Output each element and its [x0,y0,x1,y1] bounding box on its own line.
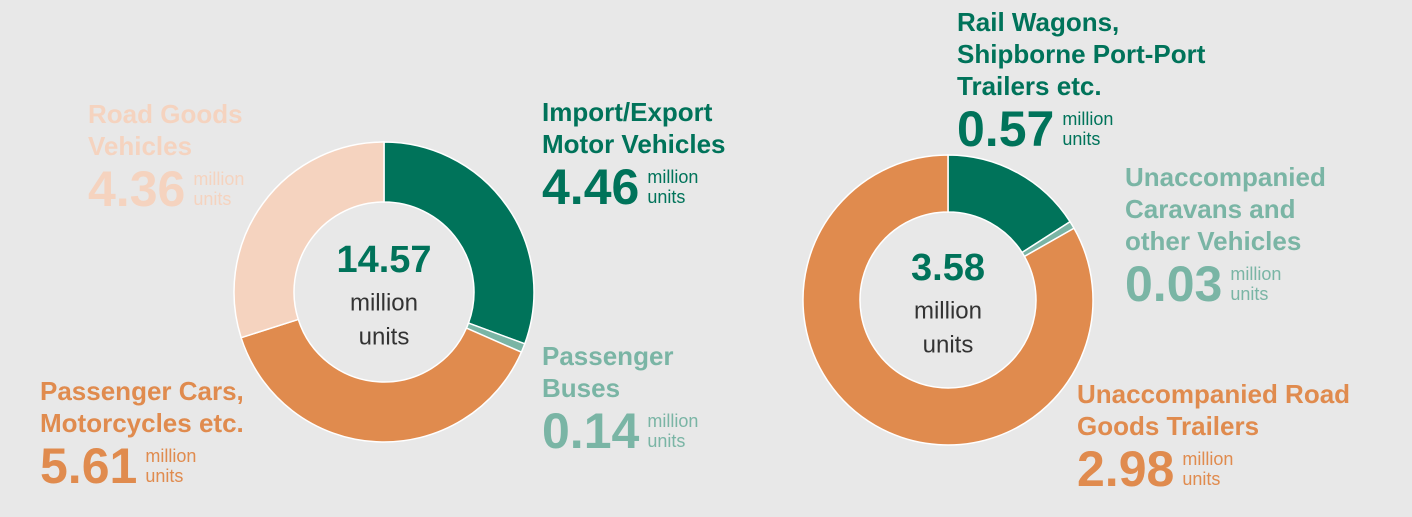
category-name: Passenger Buses [542,341,674,403]
unit-text: million units [647,411,698,451]
slice-label: Road Goods Vehicles 4.36 million units [88,98,288,216]
unit-text: million units [1230,264,1281,304]
category-name: Rail Wagons, Shipborne Port-Port Trailer… [957,7,1206,101]
category-name: Road Goods Vehicles [88,99,243,161]
donut-slice [233,141,385,339]
total-unit: million [350,289,418,316]
donut-slice [802,154,1094,446]
total-value: 3.58 [911,247,985,289]
unit-line: million [1062,109,1114,129]
value-row: 4.36 million units [88,162,288,216]
unit-line: million [647,167,699,187]
value-row: 0.57 million units [957,102,1247,156]
unit-line: units [647,431,686,451]
donut-hole [861,213,1035,387]
unit-line: units [1062,129,1101,149]
slice-value: 0.57 [957,101,1055,157]
category-name: Passenger Cars, Motorcycles etc. [40,376,244,438]
category-name: Import/Export Motor Vehicles [542,97,726,159]
unit-line: million [145,446,197,466]
donut-hole [295,203,473,381]
unit-line: units [647,187,686,207]
total-unit: units [923,331,974,358]
unit-line: units [1230,284,1269,304]
slice-value: 0.03 [1125,256,1223,312]
unit-text: million units [193,169,244,209]
donut-slice [383,141,535,345]
unit-text: million units [1062,109,1113,149]
unit-text: million units [647,167,698,207]
slice-label: Passenger Cars, Motorcycles etc. 5.61 mill… [40,375,300,493]
value-row: 0.14 million units [542,404,742,458]
unit-line: million [1182,449,1234,469]
value-row: 0.03 million units [1125,257,1355,311]
unit-line: million [193,169,245,189]
unit-text: million units [1182,449,1233,489]
unit-line: units [193,189,232,209]
total-value: 14.57 [336,239,431,281]
total-unit: million [914,297,982,324]
donut-slice [240,318,523,443]
slice-value: 4.36 [88,161,186,217]
value-row: 5.61 million units [40,439,300,493]
value-row: 4.46 million units [542,160,762,214]
slice-label: Unaccompanied Caravans and other Vehicle… [1125,161,1355,311]
unit-line: units [145,466,184,486]
slice-label: Import/Export Motor Vehicles 4.46 million u… [542,96,762,214]
unit-text: million units [145,446,196,486]
total-unit: units [359,323,410,350]
unit-line: million [1230,264,1282,284]
slice-value: 5.61 [40,438,138,494]
category-name: Unaccompanied Road Goods Trailers [1077,379,1351,441]
value-row: 2.98 million units [1077,442,1387,496]
slice-value: 4.46 [542,159,640,215]
slice-value: 0.14 [542,403,640,459]
slice-label: Unaccompanied Road Goods Trailers 2.98 mil… [1077,378,1387,496]
unit-line: units [1182,469,1221,489]
category-name: Unaccompanied Caravans and other Vehicle… [1125,162,1326,256]
slice-value: 2.98 [1077,441,1175,497]
slice-label: Passenger Buses 0.14 million units [542,340,742,458]
unit-line: million [647,411,699,431]
slice-label: Rail Wagons, Shipborne Port-Port Trailer… [957,6,1247,156]
